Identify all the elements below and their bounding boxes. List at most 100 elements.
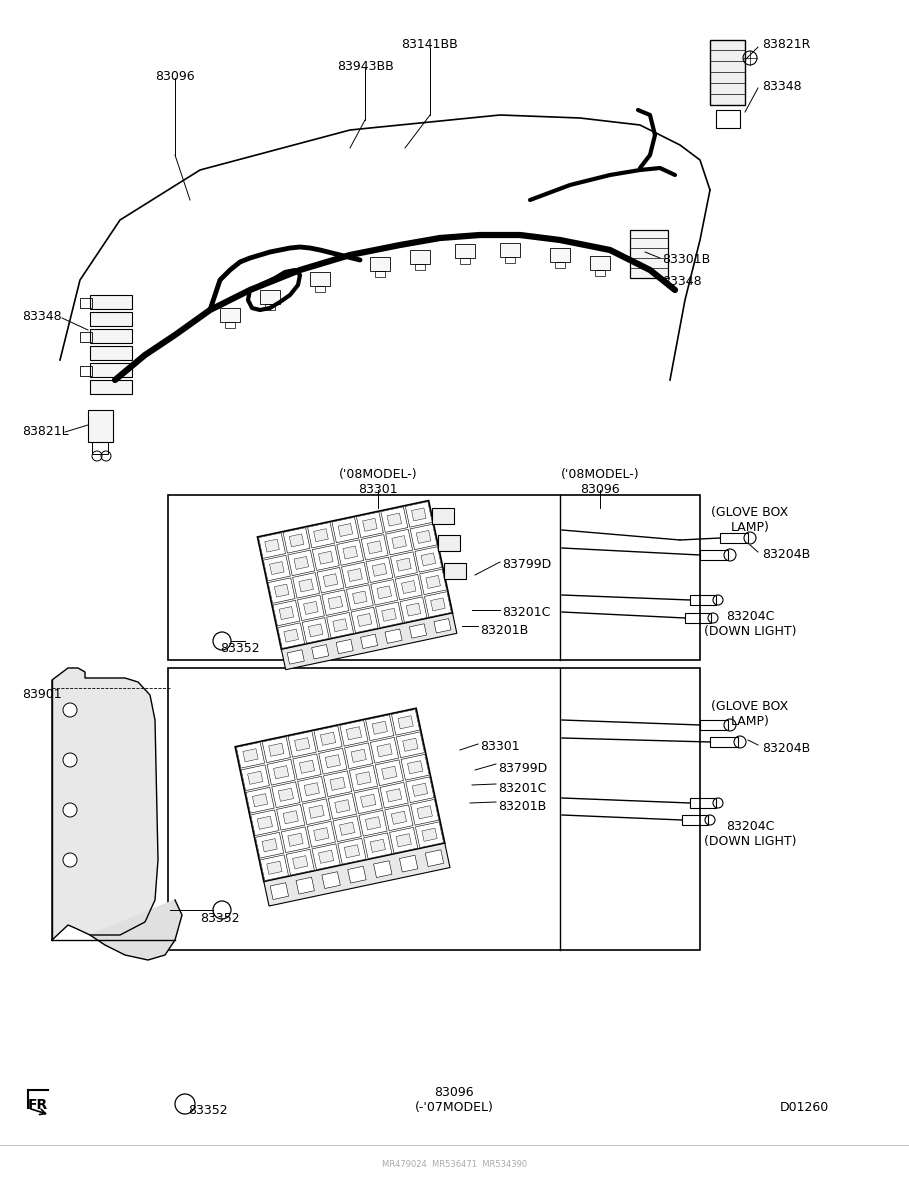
Polygon shape [351, 608, 378, 633]
Polygon shape [385, 529, 413, 554]
Bar [80, 366, 92, 376]
Polygon shape [288, 833, 303, 846]
Polygon shape [247, 772, 263, 785]
Polygon shape [348, 867, 366, 883]
Polygon shape [411, 799, 439, 825]
Polygon shape [410, 525, 437, 550]
Polygon shape [274, 766, 289, 779]
Polygon shape [293, 572, 320, 598]
Polygon shape [305, 782, 319, 795]
Polygon shape [345, 743, 373, 769]
Polygon shape [405, 776, 434, 802]
Polygon shape [342, 563, 368, 588]
Bar [682, 815, 708, 825]
Polygon shape [272, 782, 300, 807]
Bar [88, 410, 113, 442]
Polygon shape [270, 883, 288, 900]
Bar [685, 612, 711, 623]
Polygon shape [374, 861, 392, 877]
Polygon shape [370, 839, 385, 852]
Circle shape [63, 703, 77, 717]
Bar [555, 262, 565, 268]
Polygon shape [322, 590, 349, 615]
Text: 83096: 83096 [155, 70, 195, 83]
Polygon shape [372, 564, 386, 577]
Polygon shape [314, 528, 328, 541]
Polygon shape [336, 640, 354, 654]
Polygon shape [421, 553, 435, 566]
Polygon shape [396, 732, 425, 757]
Text: LAMP): LAMP) [731, 715, 769, 728]
Polygon shape [270, 561, 285, 575]
Bar [438, 535, 460, 552]
Bar [370, 258, 390, 271]
Polygon shape [375, 602, 403, 628]
Polygon shape [382, 766, 397, 780]
Polygon shape [336, 540, 364, 565]
Polygon shape [348, 569, 363, 582]
Polygon shape [288, 731, 316, 757]
Polygon shape [328, 793, 356, 819]
Text: 83096: 83096 [435, 1086, 474, 1099]
Polygon shape [317, 567, 344, 594]
Bar [90, 345, 132, 360]
Polygon shape [263, 737, 291, 762]
Text: 83204C: 83204C [725, 610, 774, 623]
Polygon shape [299, 579, 314, 592]
Text: (DOWN LIGHT): (DOWN LIGHT) [704, 834, 796, 848]
Polygon shape [392, 710, 420, 735]
Bar [700, 550, 728, 560]
Polygon shape [257, 817, 273, 830]
Polygon shape [420, 569, 446, 595]
Polygon shape [349, 766, 377, 791]
Polygon shape [330, 777, 345, 791]
Polygon shape [313, 545, 339, 571]
Polygon shape [266, 861, 282, 875]
Text: 83096: 83096 [580, 483, 620, 496]
Polygon shape [319, 748, 347, 774]
Polygon shape [351, 749, 366, 762]
Polygon shape [295, 737, 310, 751]
Polygon shape [400, 597, 427, 622]
Bar [225, 322, 235, 328]
Polygon shape [318, 551, 333, 564]
Polygon shape [402, 580, 416, 594]
Text: 83352: 83352 [200, 912, 240, 925]
Polygon shape [335, 800, 350, 813]
Polygon shape [286, 850, 315, 875]
Polygon shape [314, 726, 342, 751]
Polygon shape [392, 535, 406, 548]
Polygon shape [284, 629, 298, 642]
Polygon shape [361, 634, 377, 648]
Bar [550, 248, 570, 262]
Bar [590, 256, 610, 269]
Polygon shape [367, 541, 382, 554]
Polygon shape [372, 722, 387, 735]
Text: 83901: 83901 [22, 688, 62, 702]
Polygon shape [401, 755, 429, 780]
Text: 83204B: 83204B [762, 548, 810, 561]
Polygon shape [312, 645, 329, 659]
Polygon shape [251, 810, 279, 836]
Bar [432, 508, 454, 523]
Text: 83201C: 83201C [498, 782, 546, 795]
Polygon shape [268, 578, 295, 603]
Polygon shape [359, 811, 387, 836]
Polygon shape [267, 760, 295, 785]
Polygon shape [287, 649, 305, 665]
Polygon shape [356, 512, 384, 538]
Polygon shape [380, 782, 408, 808]
Bar [460, 258, 470, 265]
Text: (GLOVE BOX: (GLOVE BOX [712, 700, 789, 713]
Polygon shape [365, 817, 381, 830]
Polygon shape [385, 629, 402, 643]
Polygon shape [338, 523, 353, 537]
Text: 83204C: 83204C [725, 820, 774, 833]
Polygon shape [382, 608, 396, 621]
Polygon shape [318, 850, 334, 863]
Polygon shape [320, 732, 335, 745]
Polygon shape [355, 788, 383, 813]
Circle shape [63, 802, 77, 817]
Polygon shape [299, 760, 315, 773]
Polygon shape [381, 507, 408, 532]
